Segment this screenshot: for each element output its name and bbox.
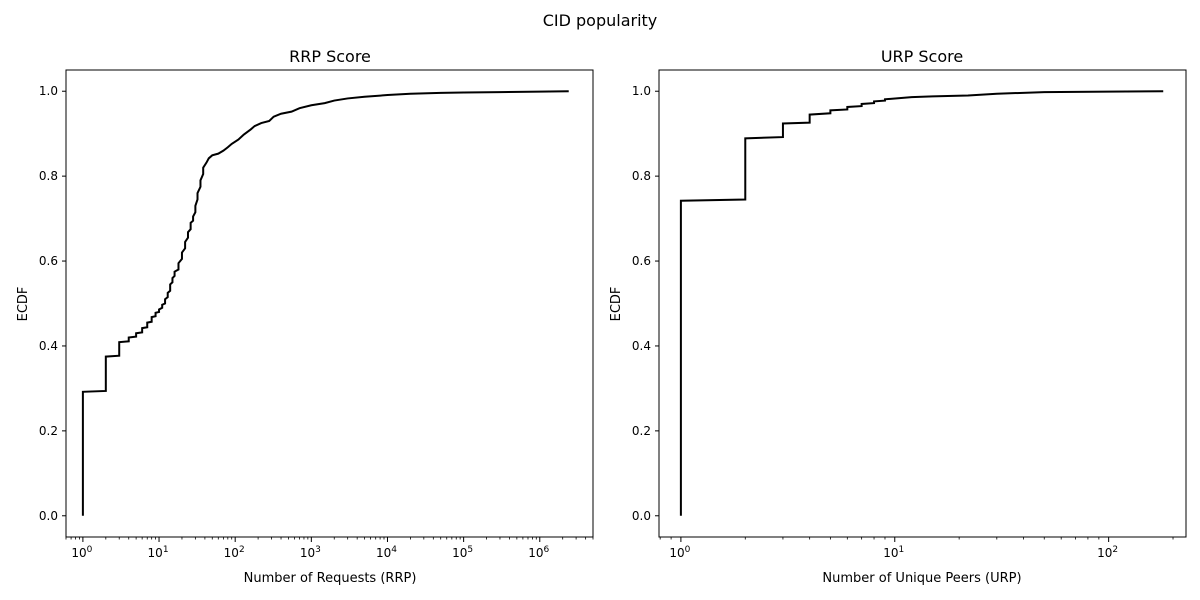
urp-plot-frame xyxy=(658,69,1187,538)
rrp-y-tick-label: 0.2 xyxy=(39,424,58,438)
rrp-ecdf-line xyxy=(81,90,569,516)
rrp-x-tick-label: 105 xyxy=(452,545,473,560)
urp-y-tick-label: 0.8 xyxy=(632,169,651,183)
rrp-y-tick-label: 0.8 xyxy=(39,169,58,183)
urp-y-tick-label: 0.2 xyxy=(632,424,651,438)
rrp-x-tick-base: 10 xyxy=(300,546,315,560)
figure-title: CID popularity xyxy=(543,11,658,30)
urp-y-tick-label: 1.0 xyxy=(632,84,651,98)
urp-panel-title: URP Score xyxy=(881,47,963,66)
rrp-score-panel: RRP Score Number of Requests (RRP) ECDF … xyxy=(16,47,594,586)
rrp-x-tick-base: 10 xyxy=(376,546,391,560)
rrp-x-tick-label: 106 xyxy=(528,545,549,560)
rrp-x-tick-base: 10 xyxy=(148,546,163,560)
urp-x-tick-label: 102 xyxy=(1097,545,1118,560)
rrp-x-tick-exponent: 1 xyxy=(163,545,169,555)
urp-x-tick-exponent: 2 xyxy=(1112,545,1118,555)
urp-x-tick-base: 10 xyxy=(883,546,898,560)
rrp-x-tick-label: 101 xyxy=(148,545,169,560)
urp-x-axis-label: Number of Unique Peers (URP) xyxy=(822,571,1021,586)
rrp-y-axis-label: ECDF xyxy=(16,287,31,322)
rrp-x-tick-base: 10 xyxy=(224,546,239,560)
urp-y-tick-label: 0.0 xyxy=(632,509,651,523)
rrp-x-tick-exponent: 2 xyxy=(239,545,245,555)
rrp-x-tick-label: 104 xyxy=(376,545,397,560)
rrp-x-tick-exponent: 3 xyxy=(315,545,321,555)
urp-x-tick-base: 10 xyxy=(669,546,684,560)
rrp-plot-frame xyxy=(65,69,594,538)
rrp-panel-title: RRP Score xyxy=(289,47,371,66)
rrp-x-tick-label: 100 xyxy=(71,545,92,560)
rrp-x-tick-base: 10 xyxy=(452,546,467,560)
urp-x-tick-exponent: 1 xyxy=(899,545,905,555)
rrp-x-tick-base: 10 xyxy=(71,546,86,560)
rrp-x-tick-exponent: 6 xyxy=(544,545,550,555)
urp-x-tick-label: 100 xyxy=(669,545,690,560)
rrp-x-tick-exponent: 0 xyxy=(87,545,93,555)
rrp-x-tick-label: 103 xyxy=(300,545,321,560)
urp-y-axis-label: ECDF xyxy=(609,287,624,322)
urp-x-tick-label: 101 xyxy=(883,545,904,560)
rrp-x-tick-base: 10 xyxy=(528,546,543,560)
urp-y-tick-label: 0.6 xyxy=(632,254,651,268)
rrp-y-tick-label: 1.0 xyxy=(39,84,58,98)
rrp-y-tick-label: 0.0 xyxy=(39,509,58,523)
rrp-y-tick-label: 0.6 xyxy=(39,254,58,268)
rrp-x-tick-exponent: 4 xyxy=(391,545,397,555)
urp-ecdf-line xyxy=(679,90,1164,516)
rrp-x-tick-label: 102 xyxy=(224,545,245,560)
rrp-x-tick-exponent: 5 xyxy=(467,545,473,555)
rrp-x-axis-label: Number of Requests (RRP) xyxy=(244,571,417,586)
urp-x-tick-base: 10 xyxy=(1097,546,1112,560)
urp-y-tick-label: 0.4 xyxy=(632,339,651,353)
rrp-y-tick-label: 0.4 xyxy=(39,339,58,353)
urp-score-panel: URP Score Number of Unique Peers (URP) E… xyxy=(609,47,1187,586)
urp-x-tick-exponent: 0 xyxy=(685,545,691,555)
